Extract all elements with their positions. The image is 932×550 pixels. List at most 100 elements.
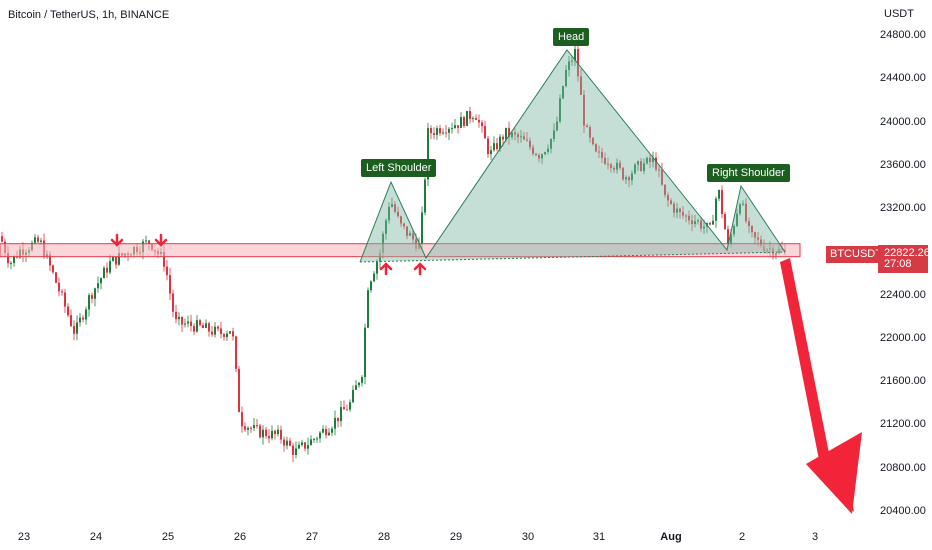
time-tick: 29 — [449, 531, 463, 543]
candle-body — [562, 85, 564, 99]
current-price-tag: 22822.26 27:08 — [878, 245, 930, 273]
price-tick: 20800.00 — [880, 461, 926, 474]
candle-body — [559, 98, 561, 122]
candle-body — [184, 323, 186, 325]
candle-body — [544, 151, 546, 155]
symbol-title[interactable]: Bitcoin / TetherUS, 1h, BINANCE — [8, 9, 170, 21]
price-tick: 24000.00 — [880, 115, 926, 128]
candle-body — [97, 283, 99, 289]
left-shoulder-label[interactable]: Left Shoulder — [361, 159, 437, 177]
time-tick: 28 — [377, 531, 391, 543]
candle-body — [631, 173, 633, 181]
candle-body — [358, 382, 360, 386]
candle-body — [511, 132, 513, 138]
candle-body — [55, 272, 57, 283]
candle-body — [490, 150, 492, 155]
candle-body — [679, 208, 681, 213]
right-shoulder-label[interactable]: Right Shoulder — [707, 164, 790, 182]
candle-body — [346, 409, 348, 411]
candle-body — [334, 417, 336, 429]
candle-body — [724, 213, 726, 230]
candle-body — [229, 331, 231, 334]
time-tick: 23 — [17, 531, 31, 543]
candle-body — [40, 240, 42, 242]
candle-body — [385, 220, 387, 234]
candle-body — [529, 140, 531, 148]
candle-body — [88, 295, 90, 310]
candle-body — [61, 291, 63, 293]
candle-body — [688, 215, 690, 221]
candle-body — [256, 425, 258, 427]
candle-body — [673, 203, 675, 213]
head-shoulders-outline — [359, 49, 786, 263]
candle-body — [586, 125, 588, 128]
candle-body — [745, 203, 747, 222]
candle-body — [271, 430, 273, 439]
candle-body — [619, 162, 621, 168]
candle-body — [730, 234, 732, 244]
candle-body — [664, 184, 666, 195]
candle-body — [343, 407, 345, 410]
candle-body — [634, 164, 636, 174]
time-tick: 2 — [738, 531, 746, 543]
candle-body — [292, 445, 294, 455]
candle-body — [424, 179, 426, 213]
candle-body — [526, 139, 528, 141]
candle-body — [253, 425, 255, 429]
candle-body — [412, 233, 414, 240]
candle-body — [523, 136, 525, 140]
time-tick: 26 — [233, 531, 247, 543]
candle-body — [742, 203, 744, 205]
down-arrow-marker — [110, 233, 124, 247]
candle-body — [181, 316, 183, 325]
candle-body — [547, 148, 549, 152]
candle-body — [628, 177, 630, 181]
candle-body — [598, 151, 600, 153]
time-tick: Aug — [660, 531, 682, 543]
candle-body — [427, 128, 429, 180]
candle-body — [331, 428, 333, 433]
candle-body — [538, 155, 540, 159]
candle-body — [715, 198, 717, 221]
candle-body — [361, 377, 363, 383]
candle-body — [733, 226, 735, 235]
candle-body — [214, 326, 216, 335]
candle-body — [220, 328, 222, 335]
candle-body — [409, 233, 411, 236]
candle-body — [247, 427, 249, 430]
candle-body — [595, 144, 597, 152]
current-price: 22822.26 — [884, 247, 930, 259]
candle-body — [550, 138, 552, 149]
candle-body — [118, 253, 120, 265]
candle-body — [622, 167, 624, 180]
candle-body — [694, 221, 696, 225]
symbol-tag: BTCUSDT — [826, 246, 886, 263]
candle-body — [10, 263, 12, 265]
candle-body — [115, 256, 117, 265]
candle-body — [289, 440, 291, 446]
candle-body — [7, 252, 9, 264]
candle-body — [748, 221, 750, 227]
candle-body — [364, 327, 366, 378]
candle-body — [67, 306, 69, 316]
candle-body — [376, 261, 378, 274]
candle-body — [757, 237, 759, 240]
candle-body — [340, 407, 342, 422]
candle-body — [103, 267, 105, 279]
head-label[interactable]: Head — [553, 28, 590, 46]
candle-body — [226, 333, 228, 338]
candle-body — [244, 426, 246, 430]
price-tick: 21600.00 — [880, 375, 926, 388]
candle-body — [307, 445, 309, 449]
candle-body — [709, 222, 711, 225]
candle-body — [607, 163, 609, 165]
candle-body — [601, 151, 603, 158]
candle-body — [64, 292, 66, 307]
candle-body — [85, 309, 87, 320]
candle-body — [187, 321, 189, 324]
candle-body — [445, 132, 447, 134]
candle-body — [313, 438, 315, 440]
candle-body — [448, 128, 450, 133]
candle-body — [436, 128, 438, 135]
